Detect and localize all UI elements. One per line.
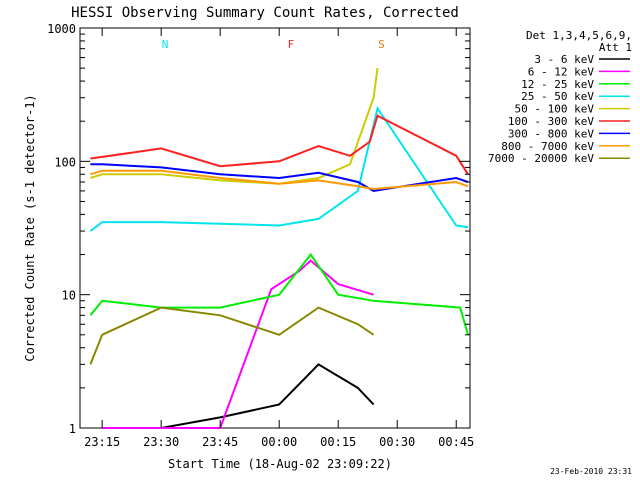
x-tick-label: 00:45 [438,435,474,449]
x-axis-label: Start Time (18-Aug-02 23:09:22) [168,457,392,471]
x-tick-label: 00:30 [379,435,415,449]
series-line-1 [102,259,374,429]
series-line-3 [89,105,469,232]
series-line-0 [102,363,375,429]
x-tick-label: 00:00 [261,435,297,449]
legend-label-4: 50 - 100 keV [515,103,595,116]
legend-label-6: 300 - 800 keV [508,127,594,140]
y-axis-label: Corrected Count Rate (s-1 detector-1) [23,94,37,361]
annotation-label: N [162,38,169,51]
series-layer [89,67,469,429]
legend-label-8: 7000 - 20000 keV [488,152,594,165]
x-tick-label: 23:45 [202,435,238,449]
chart-title: HESSI Observing Summary Count Rates, Cor… [71,5,459,21]
x-tick-label: 23:15 [84,435,120,449]
legend-title-line-2: Att 1 [599,41,632,54]
y-axis: 1 10 100 1000 [47,22,470,436]
y-tick-label: 1 [69,422,76,436]
x-tick-label: 00:15 [320,435,356,449]
annotation-label: F [288,38,295,51]
plot-frame [79,27,471,429]
series-line-2 [89,252,469,336]
footer-date: 23-Feb-2010 23:31 [550,467,632,476]
legend-label-7: 800 - 7000 keV [501,140,594,153]
series-line-8 [89,306,375,365]
legend-label-0: 3 - 6 keV [534,53,594,66]
annotation-label: S [378,38,385,51]
legend-label-1: 6 - 12 keV [528,65,595,78]
y-tick-label: 1000 [47,22,76,36]
series-line-5 [90,114,469,175]
x-tick-label: 23:30 [143,435,179,449]
series-line-7 [90,169,469,191]
legend-title-line-1: Det 1,3,4,5,6,9, [526,29,632,42]
x-axis: 23:15 23:30 23:45 00:00 00:15 00:30 00:45 [84,28,474,449]
y-tick-label: 10 [62,289,76,303]
legend-label-3: 25 - 50 keV [521,90,594,103]
y-tick-label: 100 [54,155,76,169]
series-line-6 [90,163,469,192]
legend-label-5: 100 - 300 keV [508,115,594,128]
legend-label-2: 12 - 25 keV [521,78,594,91]
